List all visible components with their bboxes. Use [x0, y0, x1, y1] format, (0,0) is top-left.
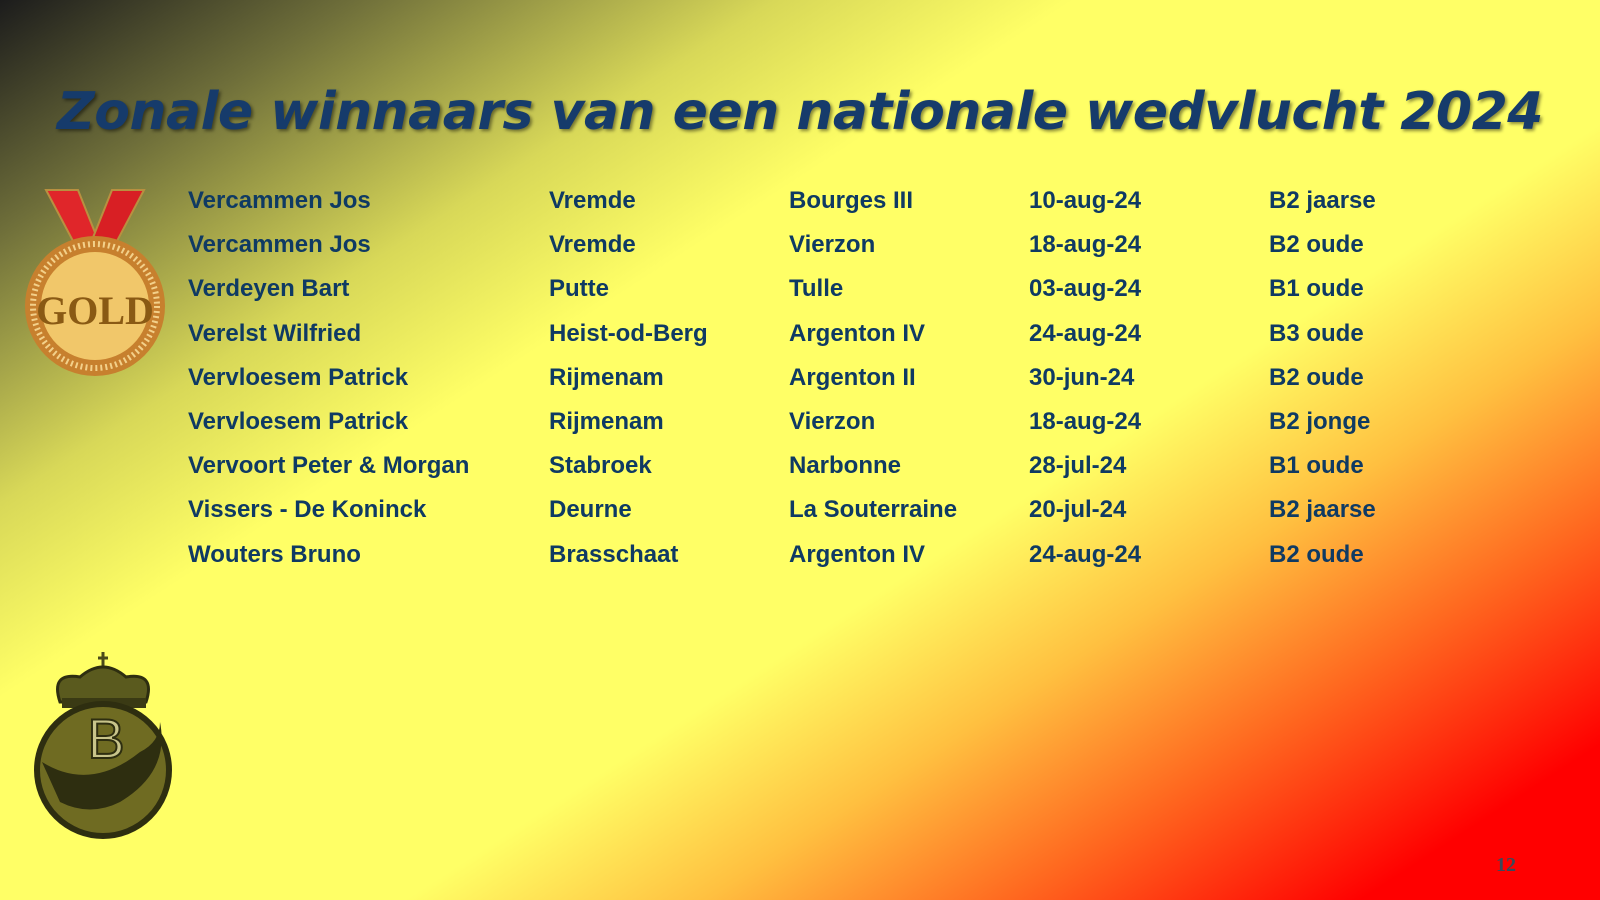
- category: B2 oude: [1269, 540, 1364, 568]
- city: Heist-od-Berg: [549, 319, 708, 347]
- race-date: 24-aug-24: [1029, 319, 1142, 347]
- city: Deurne: [549, 496, 632, 524]
- category: B3 oude: [1269, 319, 1364, 347]
- race-location: Argenton II: [789, 363, 916, 391]
- race-location: Bourges III: [789, 187, 914, 214]
- winner-name: Vervloesem Patrick: [188, 363, 409, 391]
- table-row: Vervloesem Patrick Rijmenam Argenton II 30-…: [0, 364, 1600, 408]
- slide-title: Zonale winnaars van een nationale wedvlu…: [57, 82, 1543, 142]
- race-location: Vierzon: [789, 231, 876, 259]
- table-row: Verelst Wilfried Heist-od-Berg Argenton IV…: [0, 320, 1600, 364]
- winner-name: Verdeyen Bart: [188, 275, 350, 303]
- race-date: 24-aug-24: [1029, 540, 1142, 568]
- winner-name: Verelst Wilfried: [188, 319, 362, 347]
- category: B2 jaarse: [1269, 496, 1376, 524]
- category: B2 jonge: [1269, 408, 1371, 435]
- category: B1 oude: [1269, 275, 1364, 303]
- race-location: Argenton IV: [789, 319, 925, 347]
- winner-name: Vissers - De Koninck: [188, 496, 427, 524]
- winner-name: Vercammen Jos: [188, 187, 371, 214]
- table-row: Vercammen Jos Vremde Bourges III 10-aug-24 B…: [0, 187, 1600, 231]
- race-date: 30-jun-24: [1029, 363, 1135, 391]
- race-location: Narbonne: [789, 452, 902, 480]
- city: Vremde: [549, 187, 636, 214]
- winner-name: Vercammen Jos: [188, 231, 371, 259]
- race-location: La Souterraine: [789, 496, 958, 524]
- winner-name: Vervoort Peter & Morgan: [188, 452, 470, 480]
- category: B2 jaarse: [1269, 187, 1376, 214]
- svg-text:GOLD: GOLD: [36, 288, 154, 333]
- table-row: Vissers - De Koninck Deurne La Souterraine…: [0, 496, 1600, 540]
- table-row: Verdeyen Bart Putte Tulle 03-aug-24 B1 oude: [0, 275, 1600, 319]
- race-location: Argenton IV: [789, 540, 925, 568]
- table-row: Vervoort Peter & Morgan Stabroek Narbonne 2…: [0, 452, 1600, 496]
- race-date: 18-aug-24: [1029, 408, 1142, 435]
- race-date: 03-aug-24: [1029, 275, 1142, 303]
- city: Rijmenam: [549, 408, 664, 435]
- city: Putte: [549, 275, 609, 303]
- page-number: 12: [1496, 854, 1516, 876]
- race-location: Vierzon: [789, 408, 876, 435]
- race-date: 10-aug-24: [1029, 187, 1142, 214]
- city: Stabroek: [549, 452, 652, 480]
- table-row: Vercammen Jos Vremde Vierzon 18-aug-24 B2 ou…: [0, 231, 1600, 275]
- federation-logo: B: [34, 652, 172, 839]
- race-location: Tulle: [789, 275, 844, 303]
- gold-medal-icon: GOLD: [25, 189, 165, 376]
- svg-text:B: B: [87, 707, 124, 770]
- category: B2 oude: [1269, 363, 1364, 391]
- category: B1 oude: [1269, 452, 1364, 480]
- category: B2 oude: [1269, 231, 1364, 259]
- city: Vremde: [549, 231, 636, 259]
- race-date: 28-jul-24: [1029, 452, 1127, 480]
- race-date: 18-aug-24: [1029, 231, 1142, 259]
- winner-name: Vervloesem Patrick: [188, 408, 409, 435]
- table-row: Wouters Bruno Brasschaat Argenton IV 24-aug…: [0, 541, 1600, 585]
- winner-name: Wouters Bruno: [188, 540, 361, 568]
- city: Brasschaat: [549, 540, 679, 568]
- race-date: 20-jul-24: [1029, 496, 1127, 524]
- table-row: Vervloesem Patrick Rijmenam Vierzon 18-aug-…: [0, 408, 1600, 452]
- city: Rijmenam: [549, 363, 664, 391]
